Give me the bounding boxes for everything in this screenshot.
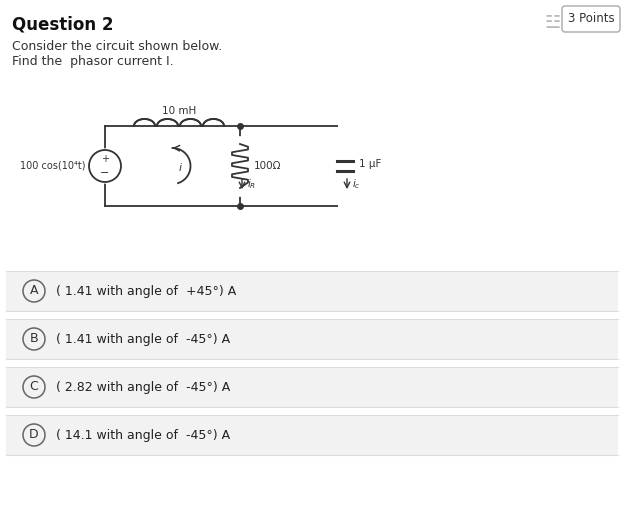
FancyBboxPatch shape bbox=[6, 319, 618, 359]
Text: 10 mH: 10 mH bbox=[162, 106, 196, 116]
FancyBboxPatch shape bbox=[6, 271, 618, 311]
Text: ( 1.41 with angle of  +45°) A: ( 1.41 with angle of +45°) A bbox=[52, 284, 236, 298]
Text: Find the  phasor current I.: Find the phasor current I. bbox=[12, 55, 173, 68]
FancyBboxPatch shape bbox=[562, 6, 620, 32]
Circle shape bbox=[88, 149, 122, 183]
Text: 1 μF: 1 μF bbox=[359, 159, 381, 169]
Text: ☳: ☳ bbox=[545, 14, 561, 32]
Text: Question 2: Question 2 bbox=[12, 16, 114, 34]
Text: $i_R$: $i_R$ bbox=[247, 177, 256, 191]
FancyBboxPatch shape bbox=[6, 415, 618, 455]
Text: D: D bbox=[29, 428, 39, 442]
Text: Consider the circuit shown below.: Consider the circuit shown below. bbox=[12, 40, 222, 53]
Text: ( 14.1 with angle of  -45°) A: ( 14.1 with angle of -45°) A bbox=[52, 428, 230, 442]
Text: 3 Points: 3 Points bbox=[568, 12, 614, 25]
Text: $i_c$: $i_c$ bbox=[352, 177, 361, 191]
Text: −: − bbox=[100, 168, 110, 178]
FancyBboxPatch shape bbox=[6, 367, 618, 407]
Text: A: A bbox=[30, 284, 38, 298]
Text: 100 cos(10⁴t): 100 cos(10⁴t) bbox=[21, 161, 86, 171]
Text: +: + bbox=[101, 154, 109, 164]
Text: B: B bbox=[30, 332, 38, 346]
Text: ( 1.41 with angle of  -45°) A: ( 1.41 with angle of -45°) A bbox=[52, 332, 230, 346]
Text: ( 2.82 with angle of  -45°) A: ( 2.82 with angle of -45°) A bbox=[52, 380, 230, 394]
Text: C: C bbox=[29, 380, 38, 394]
Text: i: i bbox=[178, 163, 182, 173]
Text: 100Ω: 100Ω bbox=[254, 161, 281, 171]
